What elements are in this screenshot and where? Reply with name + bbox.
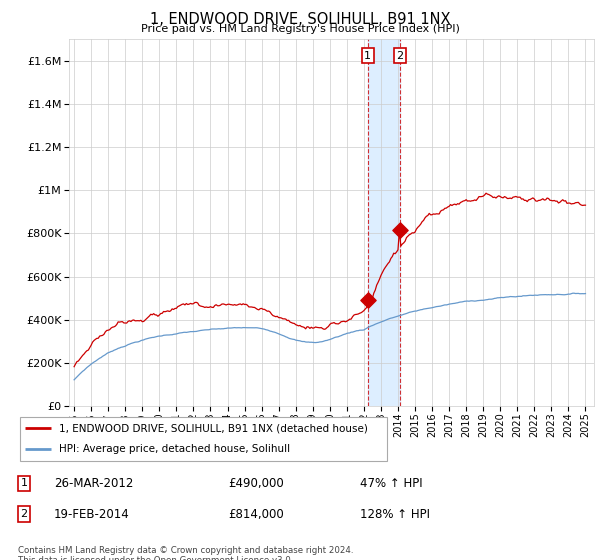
Text: 26-MAR-2012: 26-MAR-2012 — [54, 477, 133, 490]
Text: 2: 2 — [397, 51, 404, 60]
Text: 2: 2 — [20, 509, 28, 519]
Text: HPI: Average price, detached house, Solihull: HPI: Average price, detached house, Soli… — [59, 445, 290, 455]
Text: 1, ENDWOOD DRIVE, SOLIHULL, B91 1NX (detached house): 1, ENDWOOD DRIVE, SOLIHULL, B91 1NX (det… — [59, 423, 368, 433]
Text: £814,000: £814,000 — [228, 507, 284, 521]
Point — [363, 296, 373, 305]
Text: 19-FEB-2014: 19-FEB-2014 — [54, 507, 130, 521]
Text: Price paid vs. HM Land Registry's House Price Index (HPI): Price paid vs. HM Land Registry's House … — [140, 24, 460, 34]
Text: £490,000: £490,000 — [228, 477, 284, 490]
Point — [395, 226, 405, 235]
FancyBboxPatch shape — [20, 417, 388, 461]
Text: Contains HM Land Registry data © Crown copyright and database right 2024.
This d: Contains HM Land Registry data © Crown c… — [18, 546, 353, 560]
Text: 47% ↑ HPI: 47% ↑ HPI — [360, 477, 422, 490]
Text: 1, ENDWOOD DRIVE, SOLIHULL, B91 1NX: 1, ENDWOOD DRIVE, SOLIHULL, B91 1NX — [150, 12, 450, 27]
Text: 1: 1 — [20, 478, 28, 488]
Text: 1: 1 — [364, 51, 371, 60]
Text: 128% ↑ HPI: 128% ↑ HPI — [360, 507, 430, 521]
Bar — [368, 39, 400, 406]
